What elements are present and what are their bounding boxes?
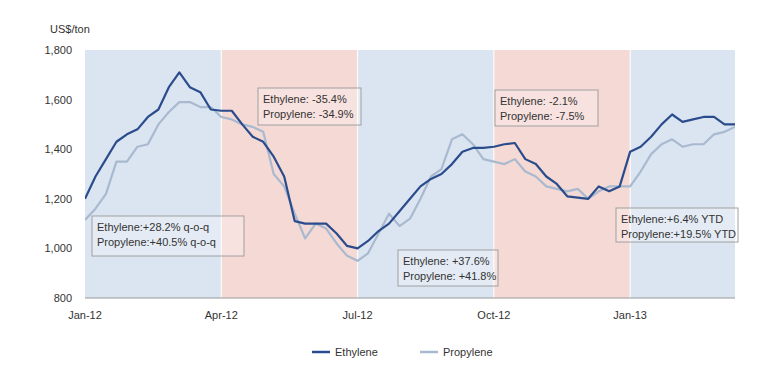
legend-label: Propylene [443, 346, 493, 358]
series-line [85, 102, 735, 261]
annotation-box [258, 88, 361, 125]
period-band [494, 50, 630, 298]
annotation-text: Ethylene: -2.1% [500, 95, 578, 107]
legend-swatch [312, 351, 330, 354]
annotation-text: Propylene: -7.5% [500, 110, 585, 122]
x-tick-label: Jul-12 [343, 309, 373, 321]
period-divider [630, 50, 631, 298]
x-tick-label: Oct-12 [477, 309, 510, 321]
legend: Ethylene Propylene [312, 346, 493, 358]
x-axis-line [85, 298, 735, 299]
period-band [85, 50, 221, 298]
annotation-text: Ethylene:+28.2% q-o-q [97, 221, 209, 233]
legend-swatch [420, 351, 438, 354]
series-line [85, 72, 735, 248]
annotation-text: Propylene: -34.9% [263, 108, 354, 120]
annotation-text: Ethylene: -35.4% [263, 93, 347, 105]
x-tick-label: Jan-12 [68, 309, 102, 321]
y-tick-label: 1,200 [44, 193, 72, 205]
period-band [630, 50, 735, 298]
y-tick-label: 800 [54, 292, 72, 304]
period-bands [85, 50, 735, 298]
annotation-box [92, 216, 244, 256]
annotation-box [616, 208, 738, 242]
annotation-box [398, 250, 498, 286]
annotation-text: Propylene:+19.5% YTD [621, 228, 736, 240]
legend-label: Ethylene [335, 346, 378, 358]
series-lines [85, 72, 735, 260]
period-band [358, 50, 494, 298]
period-band [221, 50, 357, 298]
annotation-text: Ethylene: +37.6% [403, 255, 490, 267]
annotation-text: Propylene:+40.5% q-o-q [97, 236, 216, 248]
y-tick-label: 1,800 [44, 44, 72, 56]
y-tick-label: 1,600 [44, 94, 72, 106]
annotation-box [495, 90, 598, 126]
y-axis-label: US$/ton [50, 23, 90, 35]
y-tick-label: 1,000 [44, 242, 72, 254]
period-divider [221, 50, 222, 298]
x-tick-label: Apr-12 [205, 309, 238, 321]
annotation-text: Ethylene:+6.4% YTD [621, 213, 723, 225]
annotations: Ethylene:+28.2% q-o-q Propylene:+40.5% q-… [92, 88, 738, 286]
chart: 800 1,000 1,200 1,400 1,600 1,800 US$/ton Jan-1… [0, 0, 783, 375]
annotation-text: Propylene: +41.8% [403, 270, 496, 282]
x-tick-label: Jan-13 [613, 309, 647, 321]
y-tick-label: 1,400 [44, 143, 72, 155]
